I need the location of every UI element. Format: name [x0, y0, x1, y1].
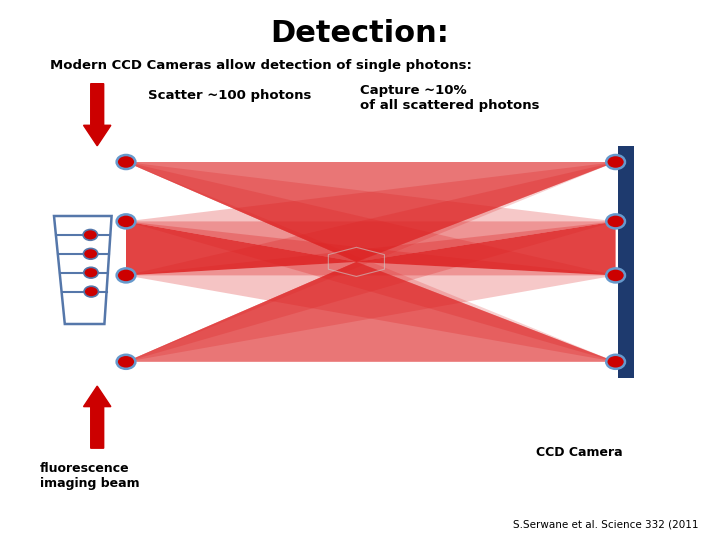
Circle shape	[606, 268, 625, 282]
Circle shape	[606, 214, 625, 228]
Text: CCD Camera: CCD Camera	[536, 446, 623, 458]
Polygon shape	[126, 162, 616, 262]
Polygon shape	[126, 162, 616, 262]
Circle shape	[84, 286, 99, 297]
Text: Detection:: Detection:	[271, 19, 449, 48]
Polygon shape	[126, 262, 616, 362]
Polygon shape	[126, 162, 616, 275]
Polygon shape	[126, 262, 616, 362]
Polygon shape	[126, 262, 616, 275]
FancyArrow shape	[84, 386, 111, 448]
Text: Modern CCD Cameras allow detection of single photons:: Modern CCD Cameras allow detection of si…	[50, 59, 472, 72]
Polygon shape	[126, 162, 616, 262]
Polygon shape	[126, 221, 616, 362]
Polygon shape	[126, 221, 616, 362]
Circle shape	[606, 155, 625, 169]
Circle shape	[117, 214, 135, 228]
Polygon shape	[126, 221, 616, 262]
Polygon shape	[126, 221, 616, 275]
Circle shape	[117, 268, 135, 282]
Polygon shape	[126, 262, 616, 362]
Polygon shape	[126, 162, 616, 275]
Circle shape	[83, 230, 97, 240]
Polygon shape	[126, 221, 616, 275]
Text: Capture ~10%
of all scattered photons: Capture ~10% of all scattered photons	[360, 84, 539, 112]
Polygon shape	[126, 162, 616, 362]
Circle shape	[84, 267, 98, 278]
Circle shape	[117, 155, 135, 169]
Text: Scatter ~100 photons: Scatter ~100 photons	[148, 89, 311, 102]
Bar	[618, 146, 634, 378]
Polygon shape	[126, 262, 616, 362]
Polygon shape	[126, 162, 616, 362]
Circle shape	[117, 355, 135, 369]
Text: fluorescence
imaging beam: fluorescence imaging beam	[40, 462, 139, 490]
Polygon shape	[356, 221, 616, 275]
Circle shape	[606, 355, 625, 369]
Polygon shape	[126, 221, 356, 275]
FancyArrow shape	[84, 84, 111, 146]
Polygon shape	[126, 162, 616, 262]
Circle shape	[84, 248, 98, 259]
Text: S.Serwane et al. Science 332 (2011: S.Serwane et al. Science 332 (2011	[513, 519, 698, 529]
